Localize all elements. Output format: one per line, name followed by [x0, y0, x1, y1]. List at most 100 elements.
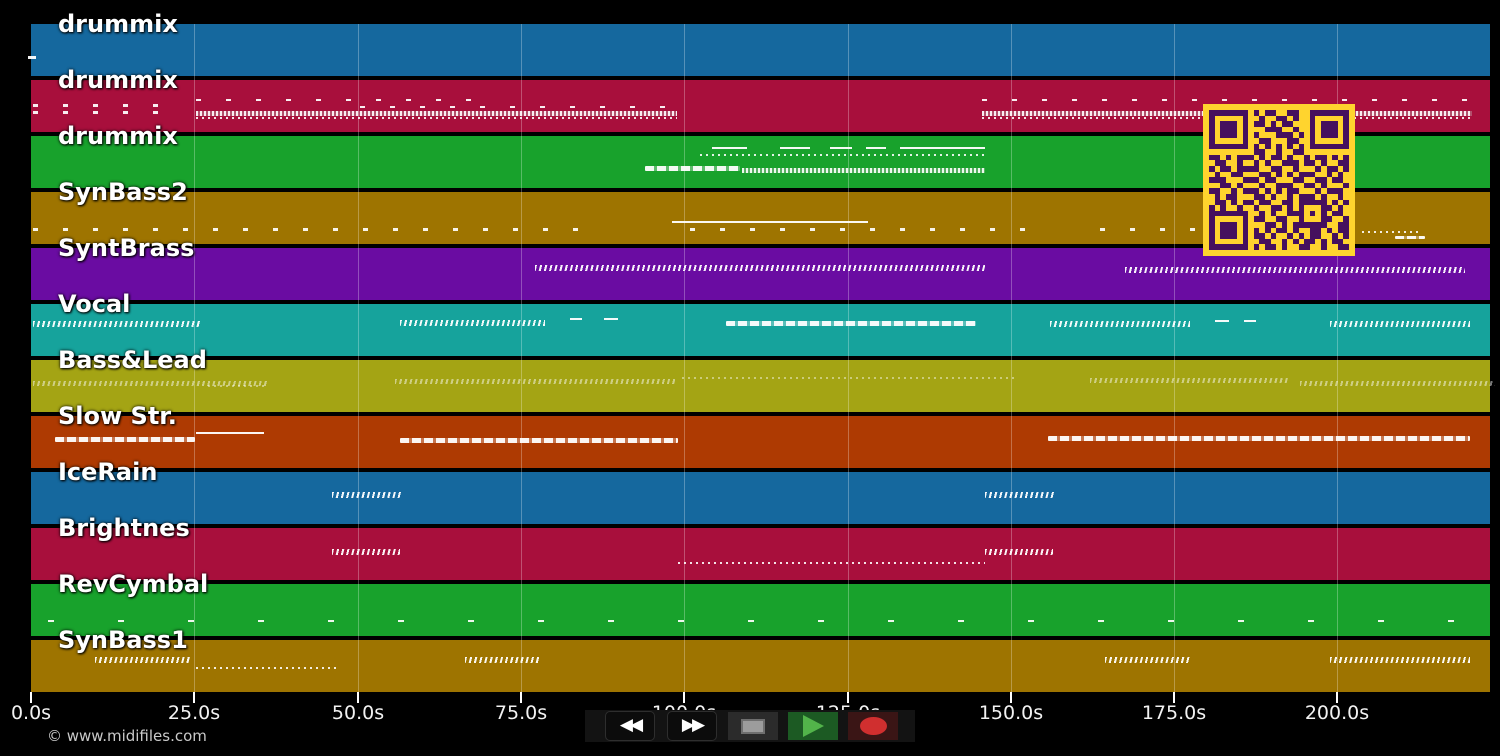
qr-grid — [1209, 110, 1349, 250]
gridline — [521, 24, 522, 692]
note-segment — [900, 147, 985, 149]
qr-module — [1281, 182, 1288, 189]
qr-module — [1304, 160, 1310, 166]
qr-module — [1259, 216, 1265, 222]
qr-module — [1220, 177, 1226, 183]
stop-button[interactable] — [728, 712, 778, 740]
rewind-button[interactable]: ◀◀ — [605, 711, 655, 741]
qr-module — [1326, 165, 1333, 172]
qr-module — [1337, 110, 1344, 116]
qr-module — [1332, 126, 1338, 133]
note-segment — [1048, 436, 1470, 441]
axis-tick — [520, 692, 522, 703]
qr-module — [1298, 233, 1305, 239]
qr-module — [1309, 126, 1316, 133]
track-label: IceRain — [58, 458, 158, 486]
qr-module — [1231, 199, 1237, 206]
qr-module — [1264, 227, 1271, 234]
qr-module — [1253, 143, 1260, 150]
qr-module — [1281, 132, 1288, 138]
qr-module — [1292, 165, 1299, 172]
qr-module — [1304, 238, 1310, 245]
fast-forward-button[interactable]: ▶▶ — [667, 711, 717, 741]
qr-module — [1209, 154, 1215, 161]
qr-module — [1248, 188, 1254, 194]
qr-module — [1337, 221, 1344, 228]
qr-module — [1264, 126, 1271, 133]
axis-tick-label: 75.0s — [494, 702, 548, 724]
qr-module — [1259, 233, 1265, 239]
note-segment — [1100, 228, 1300, 231]
note-segment — [400, 320, 545, 326]
qr-module — [1287, 121, 1293, 127]
qr-module — [1242, 143, 1249, 150]
qr-module — [1337, 238, 1344, 245]
note-segment — [682, 377, 1015, 379]
axis-tick-label: 150.0s — [978, 702, 1044, 724]
qr-module — [1231, 227, 1237, 234]
qr-module — [1343, 137, 1349, 144]
qr-module — [1231, 110, 1237, 116]
record-icon — [859, 717, 887, 735]
qr-module — [1337, 227, 1344, 234]
qr-module — [1287, 154, 1293, 161]
qr-module — [1281, 227, 1288, 234]
track-label: SynBass2 — [58, 178, 188, 206]
qr-module — [1343, 244, 1349, 250]
qr-module — [1214, 188, 1221, 194]
qr-module — [1326, 132, 1333, 138]
track-band — [31, 640, 1490, 692]
qr-module — [1209, 137, 1215, 144]
qr-module — [1225, 193, 1232, 200]
qr-module — [1214, 193, 1221, 200]
qr-module — [1270, 221, 1277, 228]
qr-module — [1209, 165, 1215, 172]
qr-module — [1209, 216, 1215, 222]
qr-module — [1220, 227, 1226, 234]
qr-module — [1242, 137, 1249, 144]
note-segment — [395, 379, 675, 384]
qr-module — [1225, 132, 1232, 138]
play-button[interactable] — [788, 712, 838, 740]
qr-module — [1264, 221, 1271, 228]
qr-module — [1276, 143, 1282, 150]
qr-module — [1220, 244, 1226, 250]
qr-module — [1220, 210, 1226, 217]
qr-module — [1287, 193, 1293, 200]
qr-module — [1231, 171, 1237, 178]
qr-module — [1220, 199, 1226, 206]
record-button[interactable] — [848, 712, 898, 740]
track-band — [31, 528, 1490, 580]
qr-module — [1242, 121, 1249, 127]
qr-module — [1242, 216, 1249, 222]
qr-module — [1292, 137, 1299, 144]
qr-module — [1236, 110, 1243, 116]
qr-module — [1242, 199, 1249, 206]
qr-module — [1264, 188, 1271, 194]
qr-module — [1276, 115, 1282, 122]
qr-module — [1264, 137, 1271, 144]
qr-module — [1326, 188, 1333, 194]
qr-module — [1298, 199, 1305, 206]
note-segment — [1125, 267, 1465, 273]
play-icon — [802, 715, 824, 737]
qr-module — [1343, 216, 1349, 222]
axis-tick-label: 200.0s — [1304, 702, 1370, 724]
qr-module — [1264, 238, 1271, 245]
qr-module — [1253, 227, 1260, 234]
axis-tick — [193, 692, 195, 703]
qr-module — [1309, 182, 1316, 189]
qr-module — [1326, 121, 1333, 127]
qr-module — [1259, 115, 1265, 122]
qr-module — [1225, 182, 1232, 189]
qr-module — [1236, 182, 1243, 189]
qr-module — [1264, 171, 1271, 178]
axis-tick — [1010, 692, 1012, 703]
note-segment — [95, 657, 190, 663]
qr-module — [1242, 165, 1249, 172]
qr-module — [1214, 143, 1221, 150]
qr-module — [1225, 233, 1232, 239]
qr-module — [1343, 132, 1349, 138]
qr-module — [1214, 160, 1221, 166]
